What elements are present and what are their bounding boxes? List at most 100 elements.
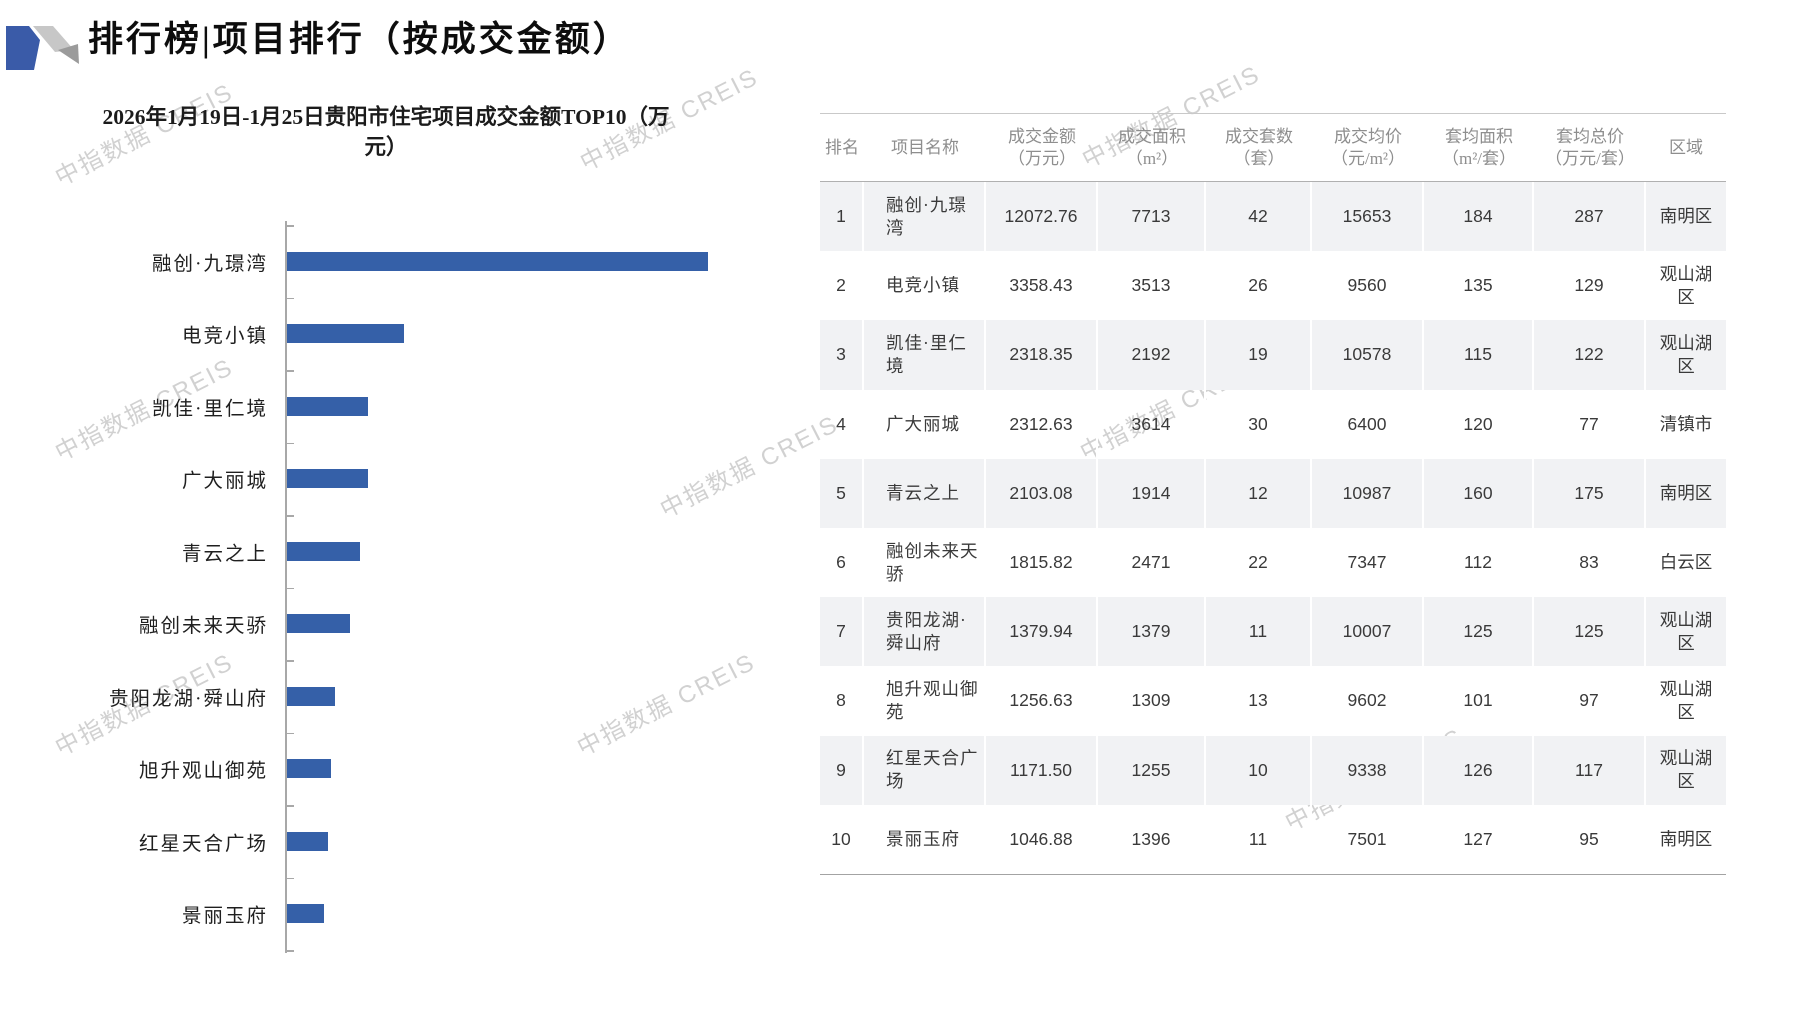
chart-axis-tick — [285, 297, 294, 299]
cell-avg-price: 9560 — [1312, 251, 1424, 321]
chart-row: 贵阳龙湖·舜山府 — [0, 660, 760, 733]
header-units: 成交套数 （套） — [1206, 126, 1312, 170]
table-row: 3 凯佳·里仁境 2318.35 2192 19 10578 115 122 观山湖区 — [820, 320, 1726, 390]
cell-units: 11 — [1206, 597, 1312, 667]
cell-avg-total: 83 — [1534, 527, 1646, 598]
header-line: 排名 — [825, 137, 859, 157]
header-line: 成交金额 — [1008, 126, 1076, 146]
table-header-row: 排名 项目名称 成交金额 （万元） 成交面积 （m²） 成交套数 （套） 成交均价 （元/m²）套… — [820, 113, 1726, 182]
chart-category-label: 景丽玉府 — [181, 906, 268, 928]
cell-rank: 6 — [820, 527, 864, 598]
header-line: 成交套数 — [1225, 126, 1293, 146]
chart-bar — [287, 686, 335, 706]
cell-avg-total: 122 — [1534, 320, 1646, 390]
chart-category-label: 青云之上 — [181, 543, 268, 565]
cell-units: 11 — [1206, 804, 1312, 874]
cell-avg-area: 160 — [1424, 458, 1534, 528]
cell-name: 融创未来天骄 — [864, 527, 986, 598]
cell-avg-total: 95 — [1534, 804, 1646, 874]
cell-name: 青云之上 — [864, 458, 986, 528]
header-line: 套均总价 — [1556, 126, 1624, 146]
table-row: 2 电竞小镇 3358.43 3513 26 9560 135 129 观山湖区 — [820, 251, 1726, 321]
cell-avg-total: 287 — [1534, 182, 1646, 252]
bar-chart: 融创·九璟湾 电竞小镇 凯佳·里仁境 广大丽城 青云之上 融创未来天骄 贵阳龙湖·舜山府 旭升… — [0, 225, 760, 950]
cell-avg-area: 125 — [1424, 597, 1534, 667]
chart-axis-tick — [285, 877, 294, 879]
cell-rank: 7 — [820, 597, 864, 667]
header-avg-total: 套均总价 （万元/套） — [1534, 126, 1646, 170]
table-row: 8 旭升观山御苑 1256.63 1309 13 9602 101 97 观山湖区 — [820, 666, 1726, 736]
cell-amount: 2312.63 — [986, 389, 1098, 459]
cell-avg-total: 117 — [1534, 735, 1646, 805]
cell-rank: 8 — [820, 666, 864, 736]
cell-avg-total: 125 — [1534, 597, 1646, 667]
cell-area: 7713 — [1098, 182, 1206, 252]
table-row: 7 贵阳龙湖·舜山府 1379.94 1379 11 10007 125 125 观山湖区 — [820, 597, 1726, 667]
cell-region: 清镇市 — [1659, 413, 1713, 434]
chart-row: 景丽玉府 — [0, 878, 760, 951]
cell-units: 10 — [1206, 735, 1312, 805]
cell-area: 1379 — [1098, 597, 1206, 667]
chart-category-label: 旭升观山御苑 — [138, 761, 268, 783]
header-line: （万元） — [1008, 148, 1076, 168]
cell-units: 26 — [1206, 251, 1312, 321]
cell-avg-total: 129 — [1534, 251, 1646, 321]
ranking-table: 排名 项目名称 成交金额 （万元） 成交面积 （m²） 成交套数 （套） 成交均价 （元/m²）套… — [820, 113, 1726, 875]
header-line: 项目名称 — [891, 137, 959, 157]
chart-bar — [287, 614, 350, 634]
header-line: 成交面积 — [1118, 126, 1186, 146]
header-rank: 排名 — [820, 137, 864, 159]
cell-avg-price: 10007 — [1312, 597, 1424, 667]
cell-region: 南明区 — [1659, 206, 1713, 227]
chart-axis-tick — [285, 515, 294, 517]
cell-units: 12 — [1206, 458, 1312, 528]
cell-name: 融创·九璟湾 — [864, 182, 986, 252]
cell-rank: 1 — [820, 182, 864, 252]
chart-bar — [287, 904, 324, 924]
chart-bar — [287, 759, 331, 779]
header-line: （m²/套） — [1441, 148, 1517, 168]
header-line: （万元/套） — [1545, 148, 1635, 168]
header-line: （套） — [1233, 148, 1285, 168]
cell-region: 观山湖区 — [1659, 263, 1713, 307]
header-region: 区域 — [1646, 137, 1726, 159]
cell-avg-price: 10987 — [1312, 458, 1424, 528]
chart-row: 旭升观山御苑 — [0, 733, 760, 806]
cell-avg-area: 126 — [1424, 735, 1534, 805]
cell-avg-price: 9338 — [1312, 735, 1424, 805]
cell-amount: 1256.63 — [986, 666, 1098, 736]
cell-amount: 1815.82 — [986, 527, 1098, 598]
cell-amount: 1046.88 — [986, 804, 1098, 874]
cell-amount: 2103.08 — [986, 458, 1098, 528]
cell-avg-price: 15653 — [1312, 182, 1424, 252]
chart-category-label: 广大丽城 — [181, 471, 268, 493]
cell-name: 凯佳·里仁境 — [864, 320, 986, 390]
header-name: 项目名称 — [864, 137, 986, 159]
cell-amount: 1171.50 — [986, 735, 1098, 805]
cell-avg-total: 175 — [1534, 458, 1646, 528]
chart-axis-tick — [285, 587, 294, 589]
chart-title-line2: 元） — [364, 135, 408, 159]
cell-area: 2192 — [1098, 320, 1206, 390]
cell-name: 电竞小镇 — [864, 251, 986, 321]
chart-title: 2026年1月19日-1月25日贵阳市住宅项目成交金额TOP10（万 元） — [70, 102, 702, 162]
cell-name: 旭升观山御苑 — [864, 666, 986, 736]
cell-avg-area: 101 — [1424, 666, 1534, 736]
chart-row: 广大丽城 — [0, 443, 760, 516]
header-avg-area: 套均面积 （m²/套） — [1424, 126, 1534, 170]
chart-category-label: 融创·九璟湾 — [152, 253, 268, 275]
cell-avg-area: 120 — [1424, 389, 1534, 459]
cell-avg-area: 127 — [1424, 804, 1534, 874]
cell-avg-area: 135 — [1424, 251, 1534, 321]
cell-avg-price: 9602 — [1312, 666, 1424, 736]
cell-units: 19 — [1206, 320, 1312, 390]
cell-region: 南明区 — [1659, 828, 1713, 849]
cell-units: 30 — [1206, 389, 1312, 459]
cell-avg-area: 184 — [1424, 182, 1534, 252]
header-amount: 成交金额 （万元） — [986, 126, 1098, 170]
header-area: 成交面积 （m²） — [1098, 126, 1206, 170]
cell-rank: 9 — [820, 735, 864, 805]
cell-area: 3513 — [1098, 251, 1206, 321]
table-row: 1 融创·九璟湾 12072.76 7713 42 15653 184 287 南明区 — [820, 182, 1726, 252]
header-line: （元/m²） — [1330, 148, 1406, 168]
